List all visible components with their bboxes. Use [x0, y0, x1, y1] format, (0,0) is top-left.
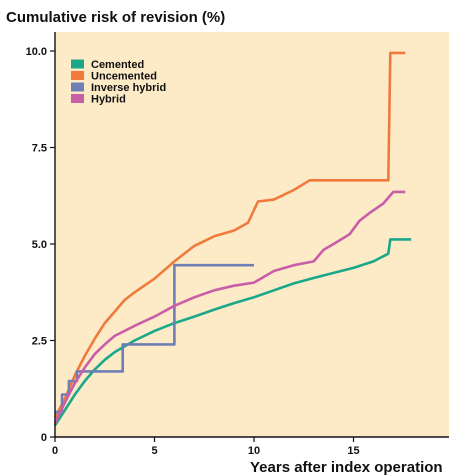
- x-axis-title: Years after index operation: [250, 459, 443, 476]
- x-tick-label-3: 15: [347, 445, 359, 457]
- axis-layer: 0 2.5 5.0 7.5 10.0 0 5 10 15: [26, 32, 449, 457]
- series-line-1: [53, 51, 406, 419]
- x-tick-label-1: 5: [151, 445, 157, 457]
- legend-label-3: Hybrid: [91, 94, 126, 106]
- x-tick-label-2: 10: [248, 445, 260, 457]
- legend-swatch-1: [71, 71, 84, 80]
- legend-swatch-3: [71, 94, 84, 103]
- y-tick-label-2: 5.0: [32, 239, 47, 251]
- legend-swatch-2: [71, 82, 84, 92]
- y-tick-label-0: 0: [41, 432, 47, 444]
- plot-background: [55, 32, 449, 437]
- y-tick-label-3: 7.5: [32, 143, 47, 155]
- chart-title: Cumulative risk of revision (%): [6, 9, 226, 26]
- legend-label-0: Cemented: [91, 59, 144, 71]
- series-line-2: [55, 263, 254, 414]
- legend-swatch-0: [71, 59, 84, 69]
- series-layer: [53, 51, 412, 427]
- legend-label-2: Inverse hybrid: [91, 82, 166, 94]
- x-tick-label-0: 0: [52, 445, 58, 457]
- series-line-0: [53, 238, 412, 427]
- legend-label-1: Uncemented: [91, 71, 157, 83]
- series-line-3: [53, 190, 406, 425]
- y-tick-label-4: 10.0: [26, 46, 47, 58]
- y-tick-label-1: 2.5: [32, 336, 47, 348]
